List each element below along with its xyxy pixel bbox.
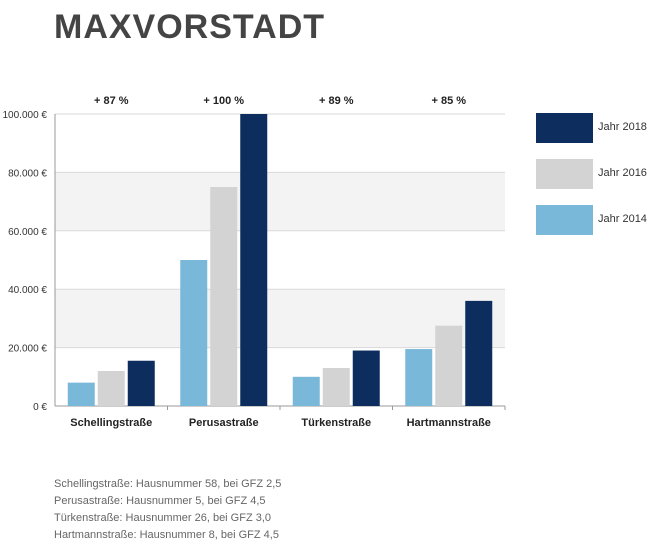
legend-label: Jahr 2018 (598, 121, 647, 133)
footnote: Schellingstraße: Hausnummer 58, bei GFZ … (54, 478, 282, 490)
y-tick-label: 100.000 € (3, 110, 48, 121)
bar-jahr-2016 (210, 187, 238, 406)
bar-jahr-2014 (292, 376, 320, 406)
y-tick-label: 20.000 € (8, 344, 47, 355)
y-tick-label: 80.000 € (8, 168, 47, 179)
legend-item: Jahr 2016 (536, 159, 647, 189)
x-tick-label: Perusastraße (189, 417, 259, 429)
growth-label: + 85 % (431, 95, 466, 107)
growth-label: + 89 % (319, 95, 354, 107)
legend-swatch (536, 159, 593, 189)
legend-swatch (536, 113, 593, 143)
footnote: Hartmannstraße: Hausnummer 8, bei GFZ 4,… (54, 529, 279, 541)
y-tick-label: 40.000 € (8, 285, 47, 296)
legend-label: Jahr 2016 (598, 167, 647, 179)
footnote: Türkenstraße: Hausnummer 26, bei GFZ 3,0 (54, 512, 272, 524)
bar-jahr-2016 (97, 370, 125, 406)
x-tick-label: Hartmannstraße (407, 417, 491, 429)
legend-item: Jahr 2014 (536, 205, 647, 235)
bar-jahr-2016 (435, 325, 463, 406)
grid-band (55, 289, 505, 348)
y-tick-label: 0 € (33, 402, 47, 413)
x-tick-label: Schellingstraße (70, 417, 152, 429)
x-tick-label: Türkenstraße (301, 417, 371, 429)
legend-item: Jahr 2018 (536, 113, 647, 143)
bar-jahr-2018 (352, 350, 380, 406)
legend-swatch (536, 205, 593, 235)
legend-label: Jahr 2014 (598, 213, 647, 225)
bar-jahr-2014 (180, 260, 208, 406)
bar-jahr-2016 (322, 368, 350, 406)
footnote: Perusastraße: Hausnummer 5, bei GFZ 4,5 (54, 495, 266, 507)
bar-jahr-2018 (127, 360, 155, 406)
y-tick-label: 60.000 € (8, 227, 47, 238)
grid-band (55, 172, 505, 231)
chart-title: MAXVORSTADT (54, 8, 326, 46)
footnotes: Schellingstraße: Hausnummer 58, bei GFZ … (54, 476, 281, 544)
bar-jahr-2018 (465, 300, 493, 406)
growth-label: + 100 % (203, 95, 244, 107)
bar-jahr-2018 (240, 114, 268, 406)
bar-jahr-2014 (405, 349, 433, 406)
growth-label: + 87 % (94, 95, 129, 107)
bar-jahr-2014 (67, 382, 95, 406)
